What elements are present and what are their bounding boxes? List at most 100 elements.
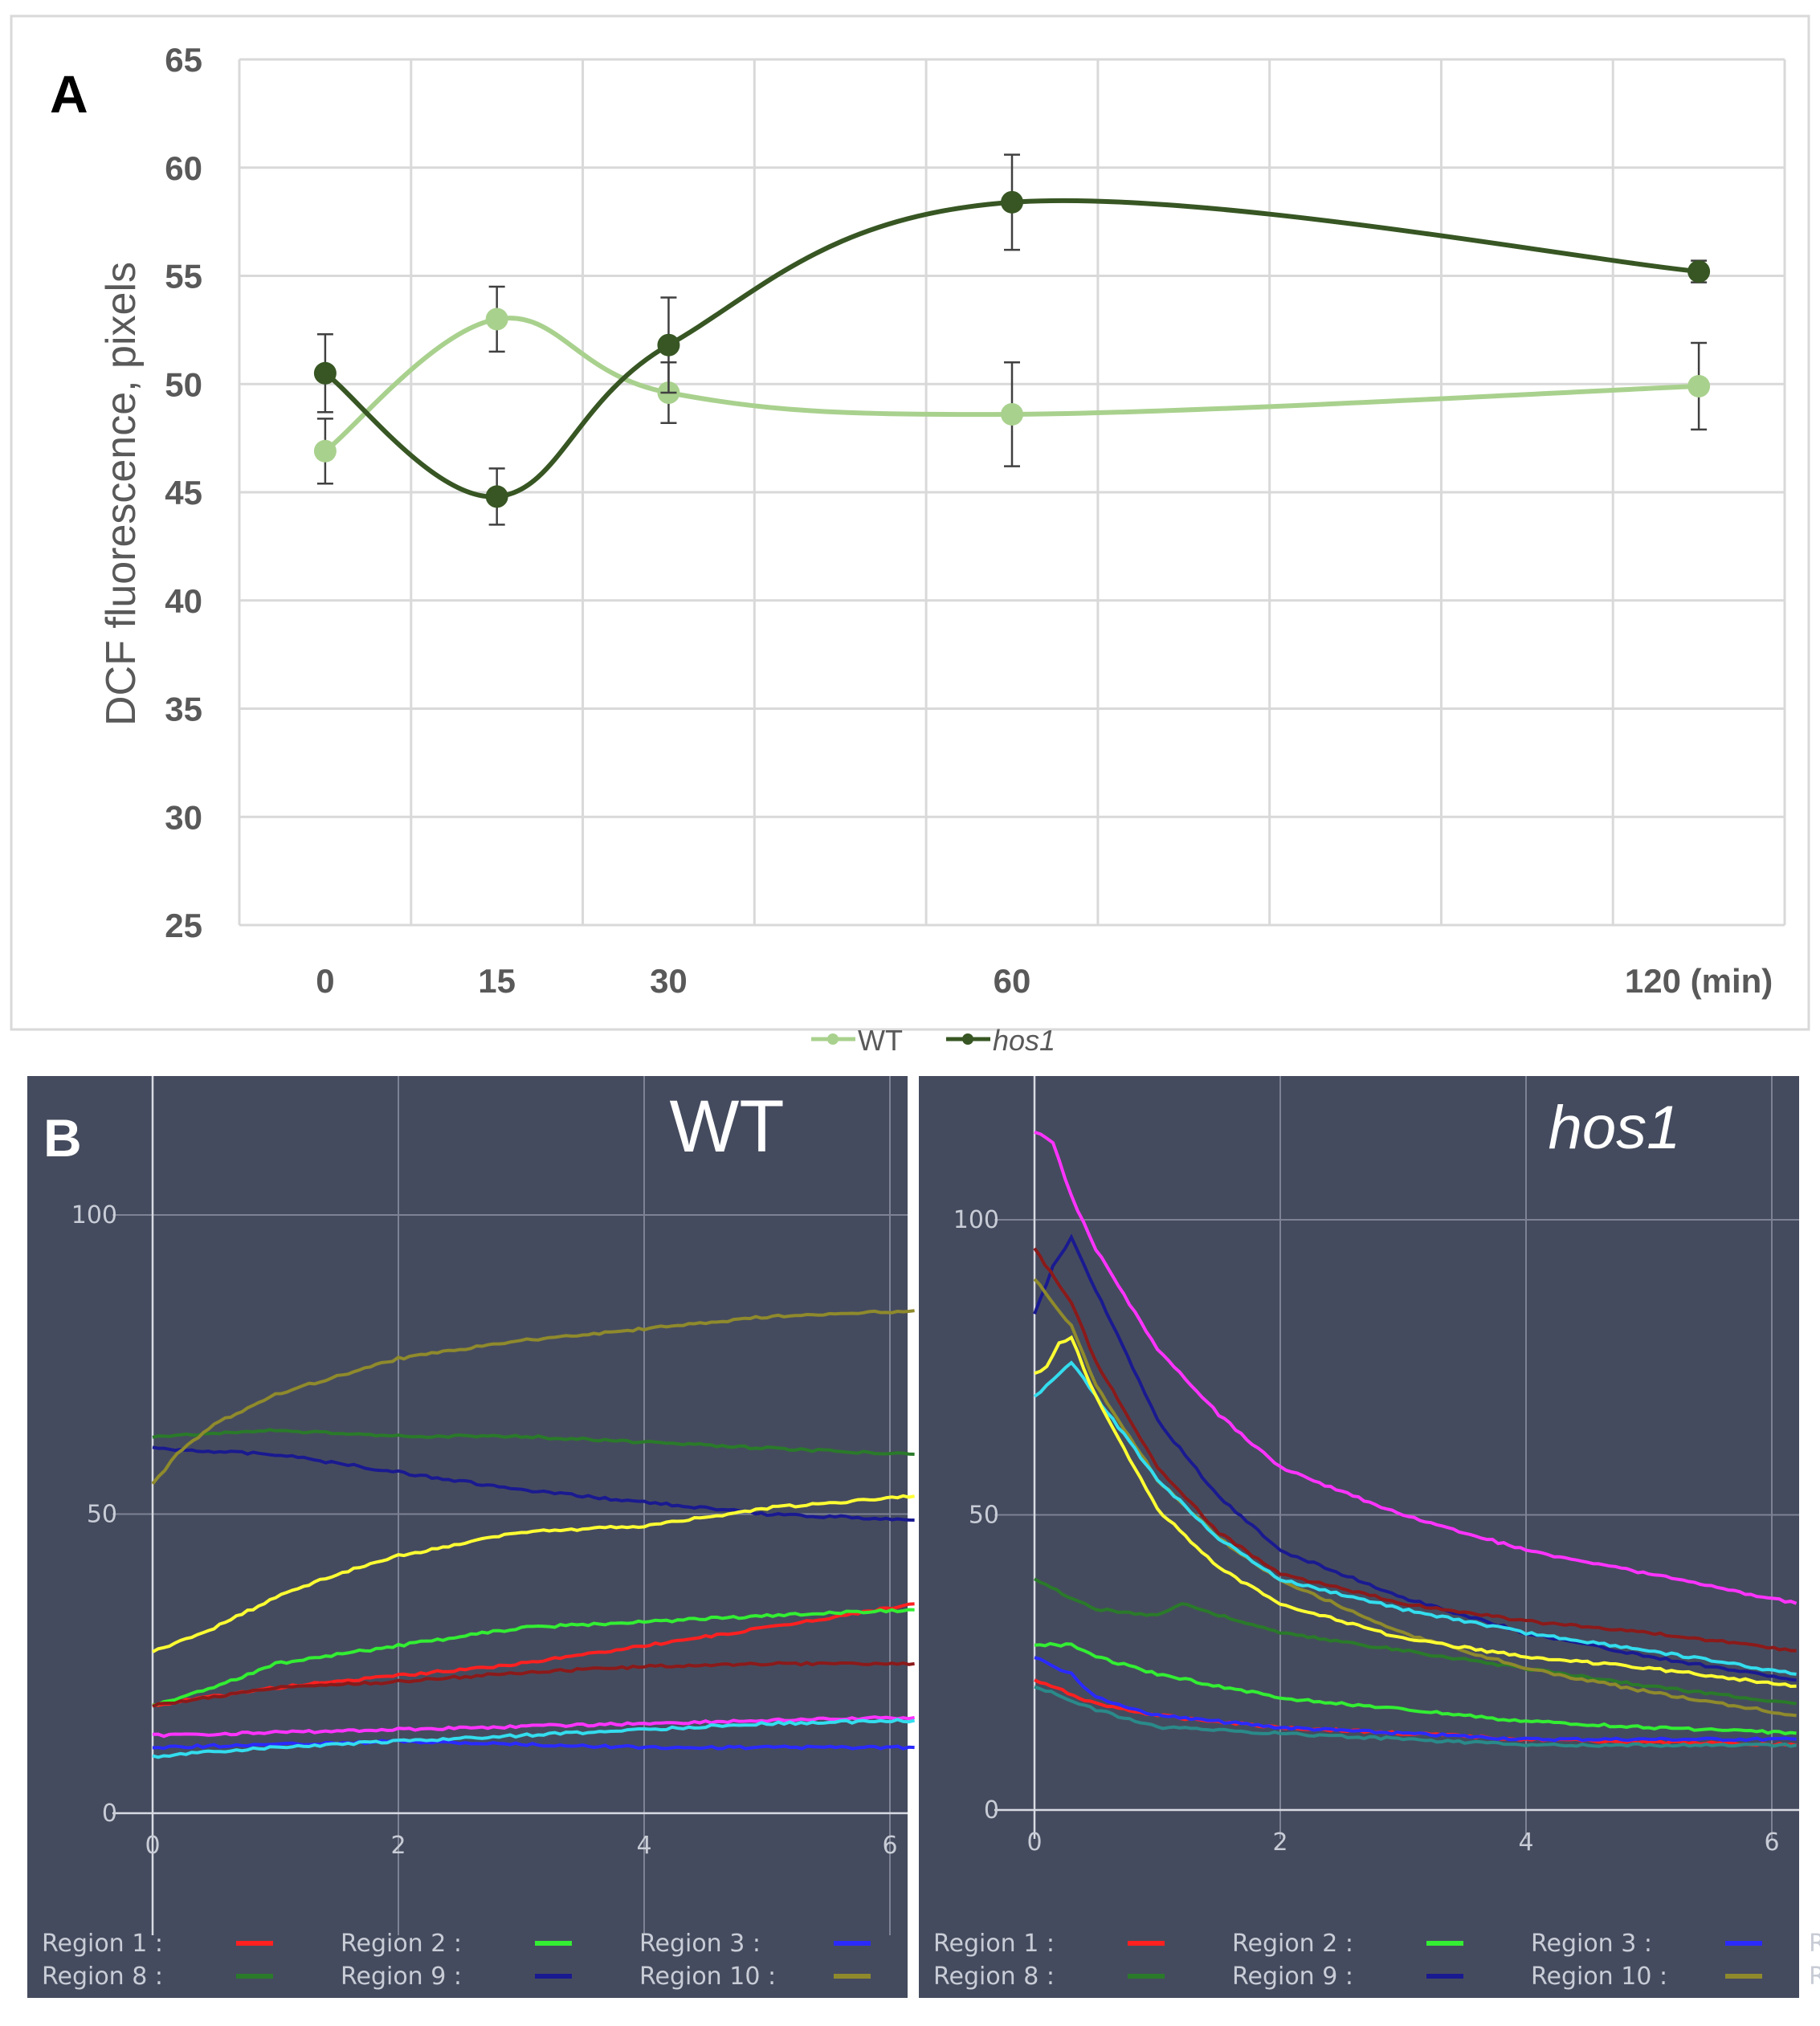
panel-a-y-tick-label: 30	[165, 798, 202, 836]
panel-b-wt-ticks: 0 2 4 6 0 50 100	[71, 1201, 898, 1860]
panel-a-x-tick-label: 60	[994, 962, 1031, 1000]
panel-a-letter: A	[50, 64, 88, 124]
panel-a-y-tick-label: 55	[165, 258, 202, 296]
panel-b-hos1-ticks: 0 2 4 6 0 50 100	[953, 1206, 1780, 1857]
panel-b-legend-label: Region 1 :	[933, 1930, 1055, 1958]
panel-a-data-point	[313, 361, 337, 385]
panel-a-x-tick-label: 120 (min)	[1625, 962, 1773, 1000]
panel-a-data-point	[485, 485, 508, 508]
panel-b-wt-title: WT	[669, 1086, 784, 1168]
panel-b-region-line	[1034, 1685, 1798, 1748]
panel-b-wt-series	[151, 1309, 916, 1759]
panel-b-x-tick-label: 4	[636, 1832, 651, 1860]
panel-a-y-tick-label: 40	[165, 582, 202, 620]
panel-a-x-ticks: 0 15 30 60 120 (min)	[316, 962, 1773, 1000]
panel-a-legend: WT hos1	[811, 1024, 1055, 1057]
panel-b-x-tick-label: 0	[1026, 1828, 1042, 1857]
panel-a-data-point	[485, 308, 508, 331]
panel-b-region-line	[1034, 1656, 1797, 1743]
panel-a-x-tick-label: 0	[316, 962, 334, 1000]
panel-a-gridlines	[238, 58, 1786, 927]
panel-b-region-line	[152, 1661, 915, 1708]
panel-b-hos1-background	[919, 1076, 1799, 1998]
panel-b-legend-label: Region 9 :	[341, 1963, 462, 1991]
panel-b-region-line	[1034, 1130, 1798, 1605]
panel-a-y-tick-label: 35	[165, 691, 202, 728]
panel-a-y-axis-label: DCF fluorescence, pixels	[98, 262, 145, 726]
panel-b-y-tick-label: 100	[953, 1206, 999, 1234]
panel-a-y-tick-label: 25	[165, 907, 202, 944]
panel-b-legend-label: Region 3 :	[639, 1930, 761, 1958]
panel-b-legend-label-clipped: Re	[1809, 1930, 1820, 1958]
panel-a-legend-label: hos1	[993, 1024, 1055, 1057]
panel-b-region-line	[1033, 1247, 1797, 1653]
panel-a-frame	[10, 14, 1810, 1031]
panel-b-region-line	[1034, 1335, 1797, 1689]
panel-b-region-line	[152, 1715, 915, 1739]
panel-b-x-tick-label: 6	[882, 1832, 897, 1860]
panel-b-region-line	[151, 1309, 915, 1486]
panel-a-y-ticks: 25 30 35 40 45 50 55 60 65	[165, 41, 202, 944]
panel-a-data-point	[1687, 374, 1711, 397]
panel-b-hos1-legend: Region 1 : Region 2 : Region 3 : Region 8 :…	[933, 1930, 1820, 1991]
panel-b-x-tick-label: 0	[145, 1832, 160, 1860]
panel-a-x-tick-label: 30	[650, 962, 688, 1000]
panel-a-legend-marker	[827, 1033, 839, 1045]
panel-b-legend-label: Region 2 :	[341, 1930, 462, 1958]
panel-b-legend-label: Region 10 :	[639, 1963, 776, 1991]
panel-b-y-tick-label: 50	[87, 1501, 117, 1529]
panel-b-wt-gridlines	[112, 1076, 908, 1935]
panel-b-region-line	[152, 1608, 915, 1707]
panel-a-data-point	[1001, 402, 1023, 426]
panel-a-x-tick-label: 15	[478, 962, 516, 1000]
panel-a-data-point	[657, 333, 680, 357]
panel-a-data-point	[313, 439, 337, 463]
panel-b-y-tick-label: 0	[102, 1800, 117, 1828]
panel-b-legend-label: Region 8 :	[933, 1963, 1055, 1991]
panel-b-region-line	[1033, 1233, 1797, 1682]
panel-b-x-tick-label: 4	[1518, 1828, 1533, 1857]
panel-b-letter: B	[43, 1108, 82, 1168]
panel-b-hos1-title: hos1	[1549, 1094, 1681, 1162]
panel-b-legend-label: Region 3 :	[1531, 1930, 1652, 1958]
panel-b-wt-legend: Region 1 : Region 2 : Region 3 : Region 8 :…	[42, 1930, 871, 1991]
panel-b-legend-label: Region 9 :	[1232, 1963, 1353, 1991]
panel-b-y-tick-label: 0	[984, 1796, 999, 1824]
panel-b-region-line	[152, 1445, 915, 1522]
panel-a-legend-label: WT	[858, 1024, 903, 1057]
panel-b-region-line	[1034, 1641, 1797, 1735]
panel-a-data-point	[1001, 190, 1023, 214]
panel-b-region-line	[152, 1494, 915, 1653]
panel-b-x-tick-label: 2	[390, 1832, 406, 1860]
panel-a-series	[313, 153, 1711, 526]
panel-b-region-line	[1033, 1577, 1797, 1706]
panel-a-data-point	[1687, 260, 1711, 283]
panel-b-x-tick-label: 6	[1764, 1828, 1779, 1857]
panel-b-region-line	[152, 1739, 915, 1751]
panel-b-x-tick-label: 2	[1272, 1828, 1287, 1857]
panel-b-legend-label: Region 1 :	[42, 1930, 163, 1958]
panel-b-region-line	[152, 1718, 916, 1759]
panel-a-legend-marker	[962, 1033, 973, 1045]
panel-a-series-line	[324, 198, 1700, 499]
panel-b-y-tick-label: 50	[969, 1502, 999, 1530]
panel-a-y-tick-label: 65	[165, 41, 202, 79]
panel-a-y-tick-label: 45	[165, 474, 202, 512]
panel-b-legend-label: Region 2 :	[1232, 1930, 1353, 1958]
panel-a-chart: A 25 30 35 40 45 50 55 60 65 0 15 30 60 120 (min) DC…	[10, 14, 1810, 1057]
panel-b-legend-label-clipped: Re	[1809, 1963, 1820, 1991]
panel-a-y-tick-label: 50	[165, 365, 202, 403]
panel-b-region-line	[152, 1428, 915, 1456]
panel-b-y-tick-label: 100	[71, 1201, 117, 1229]
panel-b-hos1-gridlines	[994, 1076, 1799, 1839]
panel-b-wt-background	[27, 1076, 908, 1998]
panel-b-legend-label: Region 8 :	[42, 1963, 163, 1991]
panel-a-series-line	[324, 316, 1700, 454]
panel-b-region-line	[1033, 1360, 1797, 1676]
panel-b-hos1-series	[1033, 1130, 1798, 1748]
panel-a-y-tick-label: 60	[165, 149, 202, 187]
panel-b-legend-label: Region 10 :	[1531, 1963, 1667, 1991]
